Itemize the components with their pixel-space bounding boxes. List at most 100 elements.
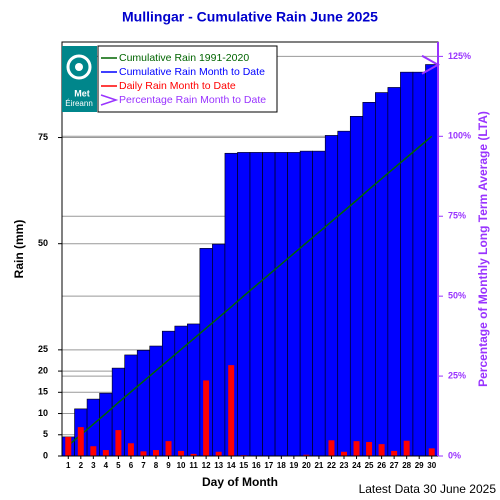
cumulative-bar: [249, 152, 263, 457]
legend-label: Cumulative Rain 1991-2020: [119, 52, 249, 64]
daily-bar: [178, 450, 185, 456]
x-tick-label: 3: [91, 461, 96, 470]
legend-symbol: [100, 94, 119, 106]
daily-bar: [228, 365, 235, 456]
x-tick-label: 8: [154, 461, 159, 470]
y-tick-label: 20: [38, 365, 48, 375]
y2-tick-label: 75%: [448, 211, 466, 221]
x-tick-label: 23: [340, 461, 349, 470]
y2-tick-label: 50%: [448, 291, 466, 301]
logo-swirl-inner: [75, 63, 83, 71]
y-tick-label: 0: [43, 450, 48, 460]
daily-bar: [65, 436, 72, 456]
legend-box: [97, 45, 278, 113]
cumulative-bar: [299, 150, 313, 457]
x-tick-label: 26: [377, 461, 386, 470]
x-tick-label: 12: [202, 461, 211, 470]
x-tick-label: 9: [166, 461, 171, 470]
x-tick-label: 19: [289, 461, 298, 470]
cumulative-bar: [274, 152, 288, 457]
cumulative-bar: [212, 243, 226, 457]
x-tick-label: 2: [79, 461, 84, 470]
cumulative-bar: [387, 87, 401, 457]
x-tick-label: 27: [390, 461, 399, 470]
daily-bar: [77, 427, 84, 456]
x-tick-label: 25: [365, 461, 374, 470]
cumulative-bar: [400, 71, 414, 457]
daily-bar: [203, 380, 210, 456]
cumulative-bar: [124, 354, 138, 457]
y2-tick-label: 100%: [448, 131, 471, 141]
cumulative-bar: [99, 392, 113, 457]
lta-line: [67, 135, 433, 446]
x-tick-label: 7: [141, 461, 146, 470]
cumulative-bar: [375, 92, 389, 457]
cumulative-bar: [161, 330, 176, 457]
y-tick-label: 10: [38, 408, 48, 418]
y-tick-label: 15: [38, 387, 48, 397]
daily-bar: [127, 443, 134, 456]
daily-bar: [428, 448, 435, 456]
daily-bar: [115, 430, 122, 456]
cumulative-bar: [187, 323, 201, 457]
y2-tick-label: 125%: [448, 51, 471, 61]
y-tick-label: 75: [38, 132, 48, 142]
x-axis-label: Day of Month: [202, 475, 278, 489]
chart-title: Mullingar - Cumulative Rain June 2025: [122, 9, 378, 25]
cumulative-bar: [237, 152, 251, 457]
daily-bar: [378, 444, 385, 456]
x-tick-label: 10: [177, 461, 186, 470]
cumulative-bar: [425, 64, 439, 457]
daily-bar: [140, 451, 147, 456]
cumulative-bar: [312, 150, 326, 457]
x-tick-label: 20: [302, 461, 311, 470]
cumulative-bar: [324, 135, 339, 457]
footer: Latest Data 30 June 2025: [359, 482, 497, 496]
logo-text: Met: [74, 88, 90, 98]
daily-bar: [328, 440, 335, 456]
daily-bar: [153, 450, 159, 456]
daily-bar: [165, 441, 172, 456]
y-tick-label: 50: [38, 238, 48, 248]
x-tick-label: 29: [415, 461, 424, 470]
cumulative-bar: [337, 130, 351, 457]
cumulative-bar: [136, 349, 151, 457]
legend-label: Daily Rain Month to Date: [119, 80, 236, 92]
daily-bar: [391, 450, 398, 456]
cumulative-bar: [262, 152, 276, 457]
x-tick-label: 24: [352, 461, 361, 470]
x-tick-label: 6: [129, 461, 134, 470]
daily-bar: [90, 446, 97, 456]
cumulative-bar: [149, 345, 163, 457]
x-tick-label: 21: [314, 461, 323, 470]
x-tick-label: 4: [104, 461, 109, 470]
daily-bar: [341, 451, 347, 456]
y-tick-label: 25: [38, 344, 48, 354]
cumulative-bar: [412, 71, 426, 457]
x-tick-label: 22: [327, 461, 336, 470]
cumulative-bar: [287, 152, 301, 457]
x-tick-label: 28: [402, 461, 411, 470]
legend-label: Percentage Rain Month to Date: [119, 94, 266, 106]
daily-bar: [353, 441, 360, 456]
daily-bar: [215, 451, 222, 456]
x-tick-label: 5: [116, 461, 121, 470]
y2-tick-label: 0%: [448, 450, 461, 460]
x-tick-label: 14: [227, 461, 236, 470]
logo-swirl: [66, 54, 92, 80]
daily-bar: [102, 450, 109, 456]
x-tick-label: 15: [239, 461, 248, 470]
x-tick-label: 16: [252, 461, 261, 470]
cumulative-bar: [362, 101, 376, 457]
y-axis-label: Rain (mm): [12, 220, 26, 279]
x-tick-label: 30: [427, 461, 436, 470]
y-tick-label: 5: [43, 429, 48, 439]
daily-bar: [190, 453, 197, 456]
y2-axis-label: Percentage of Monthly Long Term Average …: [476, 111, 490, 387]
x-tick-label: 18: [277, 461, 286, 470]
cumulative-bar: [349, 116, 364, 457]
daily-bar: [366, 441, 373, 456]
x-tick-label: 13: [214, 461, 223, 470]
x-tick-label: 1: [66, 461, 71, 470]
